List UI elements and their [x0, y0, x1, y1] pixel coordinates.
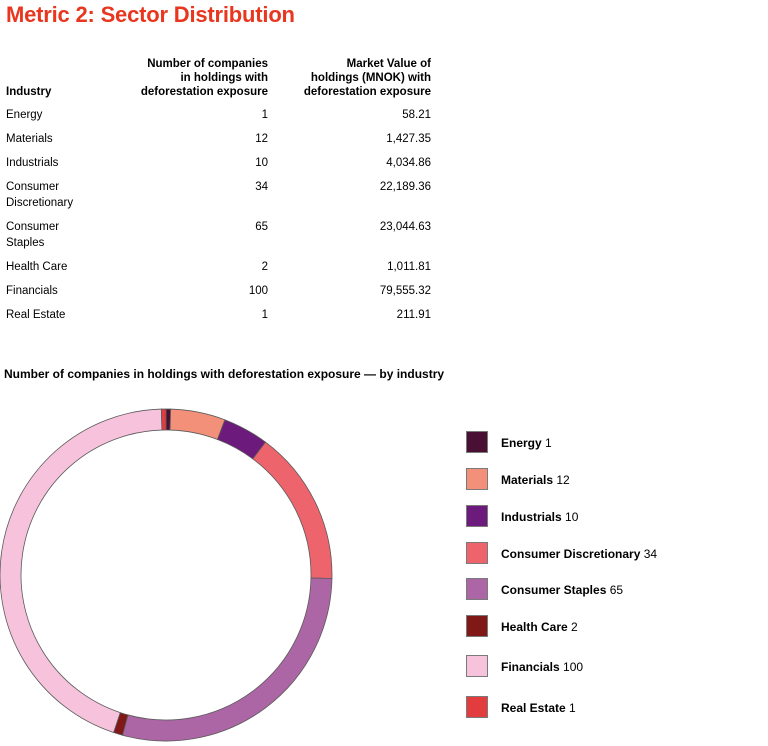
- sector-table: Industry Number of companies in holdings …: [6, 57, 431, 331]
- value-cell: 23,044.63: [379, 221, 431, 233]
- header-company-count: Number of companies in holdings with defor…: [140, 58, 268, 98]
- legend-value: 34: [640, 547, 658, 561]
- donut-slices: [0, 408, 333, 742]
- table-row: Industrials 10 4,034.86: [6, 155, 431, 179]
- value-cell: 79,555.32: [379, 285, 431, 297]
- count-cell: 2: [261, 261, 268, 273]
- value-cell: 58.21: [402, 109, 431, 121]
- table-header-row: Industry Number of companies in holdings …: [6, 57, 431, 107]
- value-cell: 4,034.86: [386, 157, 431, 169]
- industry-cell: Real Estate: [6, 309, 66, 321]
- count-cell: 100: [248, 285, 268, 297]
- legend-value: 65: [606, 583, 624, 597]
- legend-swatch: [466, 696, 488, 718]
- legend-label: Health Care 2: [501, 620, 578, 634]
- slice-materials: [169, 408, 226, 440]
- legend-swatch: [466, 578, 488, 600]
- count-cell: 12: [255, 133, 268, 145]
- legend-swatch: [466, 615, 488, 637]
- legend-label: Real Estate 1: [501, 701, 576, 715]
- industry-cell: Consumer Staples: [6, 221, 60, 249]
- legend-category: Industrials: [501, 510, 562, 524]
- header-industry: Industry: [6, 86, 52, 98]
- legend-value: 100: [559, 660, 584, 674]
- legend-label: Financials 100: [501, 660, 583, 674]
- legend-category: Health Care: [501, 620, 568, 634]
- table-row: Energy 1 58.21: [6, 107, 431, 131]
- table-row: Consumer Staples 65 23,044.63: [6, 219, 431, 259]
- industry-cell: Consumer Discretionary: [6, 181, 74, 209]
- legend-value: 1: [565, 701, 576, 715]
- industry-cell: Energy: [6, 109, 43, 121]
- legend-item-consumer-discretionary: Consumer Discretionary 34: [466, 542, 766, 566]
- industry-cell: Financials: [6, 285, 58, 297]
- legend-item-real-estate: Real Estate 1: [466, 696, 766, 720]
- count-cell: 1: [261, 109, 268, 121]
- value-cell: 1,011.81: [387, 261, 431, 273]
- legend-swatch: [466, 542, 488, 564]
- legend-item-industrials: Industrials 10: [466, 505, 766, 529]
- slice-financials: [0, 408, 163, 734]
- legend-swatch: [466, 505, 488, 527]
- legend-category: Consumer Discretionary: [501, 547, 641, 561]
- legend-item-consumer-staples: Consumer Staples 65: [466, 578, 766, 602]
- legend-category: Financials: [501, 660, 560, 674]
- industry-cell: Industrials: [6, 157, 59, 169]
- value-cell: 1,427.35: [386, 133, 431, 145]
- legend-item-health-care: Health Care 2: [466, 615, 766, 639]
- count-cell: 1: [261, 309, 268, 321]
- table-row: Materials 12 1,427.35: [6, 131, 431, 155]
- legend-item-financials: Financials 100: [466, 655, 766, 679]
- legend-item-energy: Energy 1: [466, 431, 766, 455]
- legend-label: Industrials 10: [501, 510, 578, 524]
- legend-label: Consumer Discretionary 34: [501, 547, 657, 561]
- legend-category: Energy: [501, 436, 542, 450]
- count-cell: 34: [255, 181, 268, 193]
- legend-label: Materials 12: [501, 473, 570, 487]
- table-row: Consumer Discretionary 34 22,189.36: [6, 179, 431, 219]
- legend-label: Consumer Staples 65: [501, 583, 623, 597]
- legend-swatch: [466, 468, 488, 490]
- slice-real-estate: [160, 408, 167, 431]
- legend-swatch: [466, 431, 488, 453]
- legend-value: 2: [567, 620, 578, 634]
- slice-consumer-staples: [121, 577, 333, 742]
- legend-category: Consumer Staples: [501, 583, 607, 597]
- value-cell: 22,189.36: [379, 181, 431, 193]
- donut-chart: [0, 408, 333, 742]
- legend-label: Energy 1: [501, 436, 552, 450]
- page-title: Metric 2: Sector Distribution: [6, 2, 295, 27]
- legend-value: 10: [561, 510, 579, 524]
- legend-swatch: [466, 655, 488, 677]
- industry-cell: Health Care: [6, 261, 68, 273]
- industry-cell: Materials: [6, 133, 53, 145]
- table-row: Health Care 2 1,011.81: [6, 259, 431, 283]
- count-cell: 65: [255, 221, 268, 233]
- legend-item-materials: Materials 12: [466, 468, 766, 492]
- table-row: Real Estate 1 211.91: [6, 307, 431, 331]
- value-cell: 211.91: [396, 309, 431, 321]
- legend-value: 12: [553, 473, 570, 487]
- header-market-value: Market Value of holdings (MNOK) with defor…: [303, 58, 431, 98]
- slice-consumer-discretionary: [252, 441, 333, 579]
- count-cell: 10: [255, 157, 268, 169]
- legend-category: Materials: [501, 473, 554, 487]
- legend-category: Real Estate: [501, 701, 566, 715]
- legend-value: 1: [541, 436, 552, 450]
- table-row: Financials 100 79,555.32: [6, 283, 431, 307]
- chart-title: Number of companies in holdings with def…: [4, 367, 445, 381]
